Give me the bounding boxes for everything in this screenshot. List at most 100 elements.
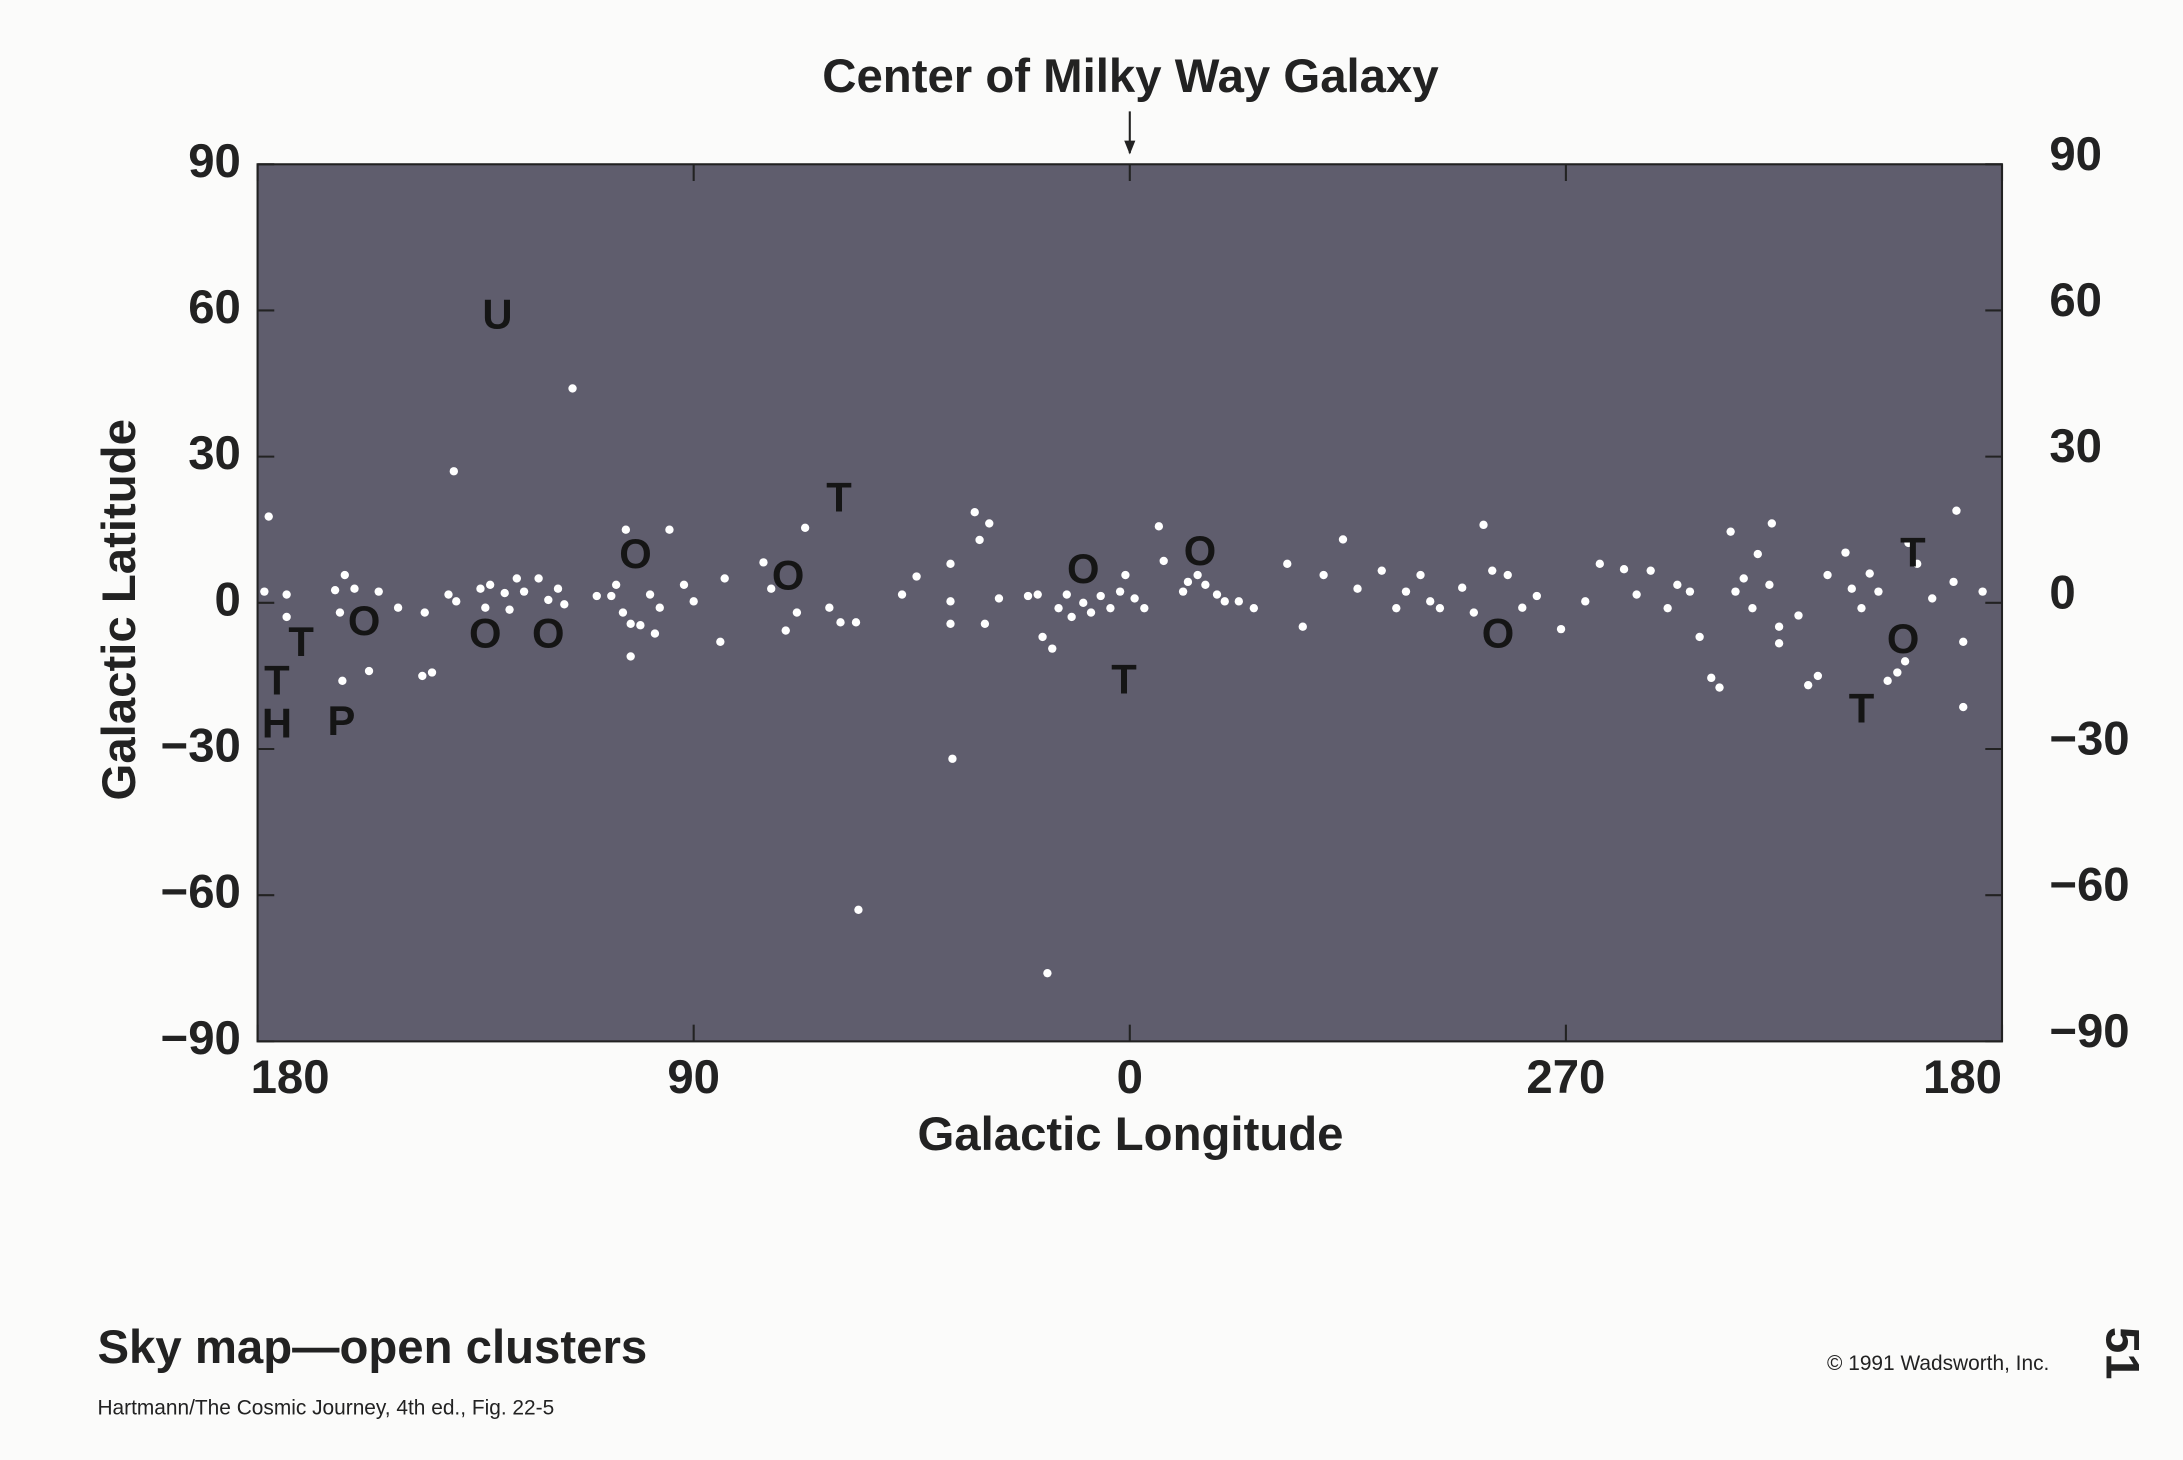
cluster-point [282, 612, 291, 622]
annotation-letter: O [772, 551, 804, 598]
cluster-point [1353, 584, 1362, 593]
cluster-point [534, 574, 543, 583]
cluster-point [1823, 570, 1832, 580]
cluster-point [1847, 584, 1856, 593]
cluster-point [1632, 590, 1641, 599]
cluster-point [592, 591, 601, 601]
cluster-point [912, 572, 921, 581]
y-tick-label: −30 [161, 720, 241, 773]
cluster-point [897, 590, 907, 599]
cluster-point [1503, 570, 1512, 580]
cluster-point [1673, 580, 1682, 589]
cluster-point [1338, 535, 1348, 544]
cluster-point [1581, 597, 1590, 606]
cluster-point [1707, 673, 1716, 683]
cluster-point [1212, 590, 1222, 599]
annotation-letter: T [1900, 529, 1926, 576]
cluster-point [476, 584, 485, 593]
caption: Sky map—open clusters [97, 1321, 647, 1374]
cluster-point [374, 587, 383, 596]
cluster-point [665, 525, 674, 534]
cluster-point [1488, 566, 1497, 575]
cluster-point [1086, 608, 1096, 617]
cluster-point [689, 597, 698, 606]
cluster-point [1959, 702, 1968, 712]
y-tick-label: 90 [188, 135, 241, 188]
y-tick-label: −30 [2049, 713, 2129, 766]
cluster-point [264, 512, 273, 521]
cluster-point [1201, 580, 1210, 589]
cluster-point [1062, 590, 1071, 599]
cluster-point [1283, 559, 1292, 569]
cluster-point [485, 580, 495, 589]
cluster-point [1458, 583, 1467, 592]
cluster-point [340, 570, 349, 580]
cluster-point [1646, 566, 1655, 575]
cluster-point [519, 587, 529, 596]
cluster-point [1874, 587, 1883, 596]
cluster-point [836, 618, 845, 627]
copyright: © 1991 Wadsworth, Inc. [1827, 1352, 2049, 1375]
cluster-point [1841, 548, 1850, 557]
cluster-point [985, 519, 994, 528]
cluster-point [1726, 527, 1735, 536]
y-tick-label: −60 [161, 866, 241, 919]
annotation-letter: H [262, 700, 292, 747]
annotation-letter: T [1111, 655, 1137, 702]
cluster-point [679, 580, 689, 589]
annotation-letter: U [482, 290, 512, 337]
cluster-point [1765, 580, 1774, 589]
y-tick-label: −90 [2049, 1005, 2129, 1058]
cluster-point [505, 605, 514, 614]
cluster-point [767, 584, 776, 593]
annotation-letter: O [1887, 615, 1919, 662]
cluster-point [1904, 538, 1913, 548]
cluster-point [512, 574, 521, 583]
cluster-point [1949, 577, 1958, 587]
annotation-letter: T [826, 474, 852, 521]
x-tick-label: 0 [1117, 1051, 1143, 1104]
cluster-point [449, 467, 458, 476]
cluster-point [1234, 597, 1243, 606]
annotation-letter: O [619, 530, 651, 577]
cluster-point [1140, 604, 1149, 613]
cluster-point [1959, 637, 1968, 646]
cluster-point [1748, 604, 1757, 613]
page-number: 51 [2095, 1327, 2148, 1380]
y-tick-label: 60 [188, 281, 241, 334]
cluster-point [1794, 611, 1803, 620]
cluster-point [716, 637, 725, 646]
cluster-point [350, 584, 359, 593]
annotation-letter: T [1849, 685, 1875, 732]
cluster-point [1767, 519, 1777, 528]
annotation-letter: T [264, 657, 290, 704]
cluster-point [364, 666, 374, 676]
cluster-point [500, 588, 509, 598]
cluster-point [1319, 570, 1328, 580]
cluster-point [948, 754, 957, 763]
cluster-point [1865, 569, 1874, 578]
cluster-point [607, 591, 616, 601]
cluster-point [1401, 587, 1411, 596]
cluster-point [338, 676, 347, 685]
annotation-letter: O [1184, 527, 1216, 574]
cluster-point [1803, 680, 1813, 690]
cluster-point [1193, 570, 1202, 580]
cluster-point [1739, 574, 1748, 583]
y-axis-title: Galactic Latitude [93, 419, 146, 800]
x-tick-label: 180 [1923, 1051, 2002, 1104]
cluster-point [1096, 591, 1105, 601]
cluster-point [1220, 597, 1229, 606]
cluster-point [1054, 604, 1063, 613]
cluster-point [330, 585, 340, 595]
cluster-point [1857, 604, 1866, 613]
cluster-point [800, 523, 810, 532]
cluster-point [1426, 597, 1435, 606]
cluster-point [481, 603, 490, 612]
cluster-point [1715, 683, 1724, 692]
annotation-letter: O [348, 597, 380, 644]
cluster-point [393, 603, 403, 612]
cluster-point [1952, 506, 1961, 515]
cluster-point [452, 597, 461, 606]
